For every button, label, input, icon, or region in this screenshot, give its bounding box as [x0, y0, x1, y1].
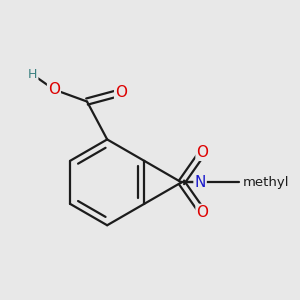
- Text: N: N: [194, 175, 206, 190]
- Text: O: O: [196, 145, 208, 160]
- Text: O: O: [196, 205, 208, 220]
- Text: methyl: methyl: [242, 176, 289, 189]
- Text: H: H: [28, 68, 38, 81]
- Text: O: O: [115, 85, 127, 100]
- Text: O: O: [48, 82, 60, 97]
